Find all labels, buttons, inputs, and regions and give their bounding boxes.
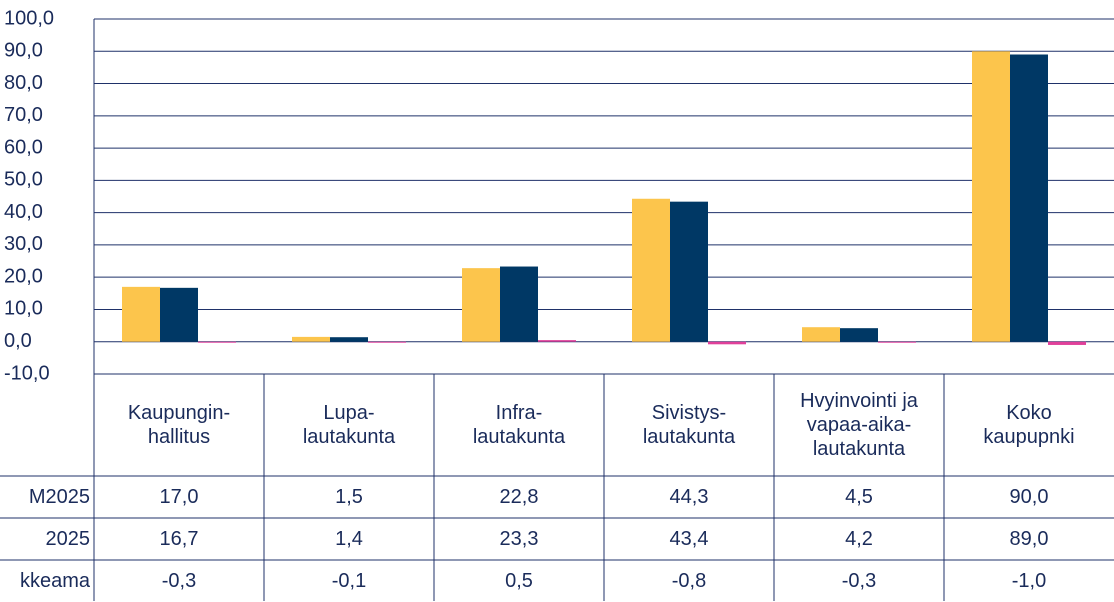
table-value: -0,8 bbox=[671, 570, 707, 592]
table-value: 1,4 bbox=[335, 528, 363, 550]
bar bbox=[500, 266, 538, 342]
table-value: 17,0 bbox=[159, 486, 199, 508]
table-value: 4,5 bbox=[845, 486, 873, 508]
bar bbox=[670, 201, 708, 342]
bar bbox=[122, 286, 160, 342]
bar bbox=[802, 327, 840, 342]
y-tick-label: 90,0 bbox=[4, 40, 43, 62]
table-value: 16,7 bbox=[159, 528, 199, 550]
bar bbox=[840, 328, 878, 342]
bar bbox=[538, 340, 576, 342]
table-value: 43,4 bbox=[669, 528, 709, 550]
bar bbox=[1010, 54, 1048, 342]
y-tick-label: 30,0 bbox=[4, 233, 43, 255]
bar bbox=[708, 341, 746, 345]
bar bbox=[198, 341, 236, 343]
category-label: Kaupungin- hallitus bbox=[127, 402, 231, 448]
y-tick-label: 0,0 bbox=[4, 330, 32, 352]
bar bbox=[1048, 341, 1086, 345]
category-label: Hvyinvointi ja vapaa-aika- lautakunta bbox=[800, 390, 918, 460]
bar bbox=[632, 198, 670, 342]
table-value: 4,2 bbox=[845, 528, 873, 550]
y-tick-label: 60,0 bbox=[4, 136, 43, 158]
y-tick-label: 100,0 bbox=[4, 7, 54, 29]
bar bbox=[972, 51, 1010, 342]
table-value: 0,5 bbox=[505, 570, 533, 592]
table-value: 44,3 bbox=[669, 486, 709, 508]
y-tick-label: 10,0 bbox=[4, 298, 43, 320]
bar bbox=[878, 341, 916, 343]
bar bbox=[462, 268, 500, 342]
table-value: 1,5 bbox=[335, 486, 363, 508]
y-tick-label: -10,0 bbox=[4, 362, 50, 384]
category-label: Koko kaupupnki bbox=[983, 402, 1075, 448]
y-tick-label: 50,0 bbox=[4, 169, 43, 191]
table-value: 23,3 bbox=[499, 528, 539, 550]
bar bbox=[292, 336, 330, 342]
bar bbox=[160, 287, 198, 342]
category-label: Infra- lautakunta bbox=[472, 402, 566, 448]
legend-label: 2025 bbox=[45, 527, 91, 550]
table-value: -1,0 bbox=[1011, 570, 1047, 592]
category-label: Sivistys- lautakunta bbox=[642, 402, 736, 448]
table-value: -0,3 bbox=[161, 570, 197, 592]
bar bbox=[368, 341, 406, 343]
y-tick-label: 20,0 bbox=[4, 265, 43, 287]
table-value: 90,0 bbox=[1009, 486, 1049, 508]
table-value: 22,8 bbox=[499, 486, 539, 508]
table-value: -0,3 bbox=[841, 570, 877, 592]
table-value: 89,0 bbox=[1009, 528, 1049, 550]
category-label: Lupa- lautakunta bbox=[302, 402, 396, 448]
table-value: -0,1 bbox=[331, 570, 367, 592]
y-tick-label: 40,0 bbox=[4, 201, 43, 223]
legend-label: kkeama bbox=[19, 569, 90, 592]
legend-label: M2025 bbox=[28, 485, 90, 508]
y-tick-label: 80,0 bbox=[4, 72, 43, 94]
bar bbox=[330, 337, 368, 342]
y-tick-label: 70,0 bbox=[4, 104, 43, 126]
